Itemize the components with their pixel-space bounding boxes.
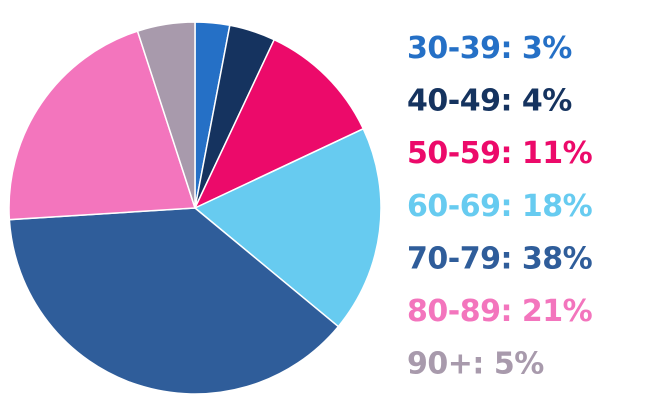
pie-slice-80-89: [8, 30, 197, 221]
pie-slice-50-59: [193, 38, 365, 210]
legend-entry-50-59: 50-59: 11%: [407, 136, 593, 171]
pie-slice-60-69: [193, 127, 382, 328]
legend-entry-30-39: 30-39: 3%: [407, 31, 572, 66]
legend-entry-70-79: 70-79: 38%: [407, 241, 593, 276]
legend-entry-90-plus: 90+: 5%: [407, 347, 544, 382]
legend-entry-60-69: 60-69: 18%: [407, 189, 593, 224]
pie-slice-70-79: [8, 207, 340, 395]
pie-slices: [8, 21, 382, 395]
legend-entry-80-89: 80-89: 21%: [407, 294, 593, 329]
pie-slice-90-plus: [136, 21, 196, 209]
legend: 30-39: 3% 40-49: 4% 50-59: 11% 60-69: 18…: [407, 31, 593, 382]
legend-entry-40-49: 40-49: 4%: [407, 84, 572, 119]
